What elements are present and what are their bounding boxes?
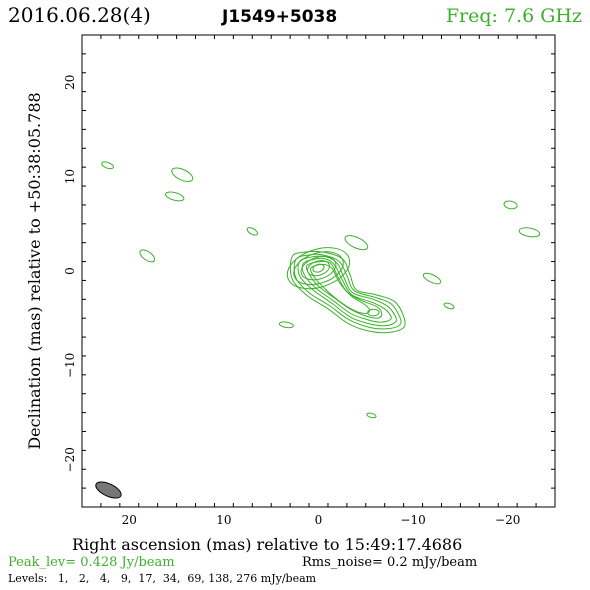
y-axis-label: Declination (mas) relative to +50:38:05.… — [25, 92, 44, 449]
axis-ticks — [81, 34, 556, 508]
x-tick-label: 20 — [122, 513, 137, 527]
x-tick-label: −10 — [400, 513, 425, 527]
x-tick-label: −20 — [495, 513, 520, 527]
noise-contour — [518, 227, 541, 238]
source-name: J1549+5038 — [221, 7, 337, 27]
noise-contour — [171, 167, 194, 182]
noise-contour — [101, 161, 114, 170]
noise-contour — [366, 412, 377, 419]
plot-area: 20 10 0 −10 −20 20 10 0 −10 −20 — [63, 34, 556, 527]
plot-frame — [81, 34, 556, 508]
knot-contour — [367, 308, 380, 317]
x-tick-label: 0 — [315, 513, 323, 527]
noise-contour — [344, 235, 369, 251]
axis-tick-labels: 20 10 0 −10 −20 20 10 0 −10 −20 — [63, 75, 520, 527]
y-tick-label: 10 — [63, 169, 77, 184]
core-contour — [306, 260, 331, 277]
noise-contour — [503, 200, 518, 210]
noise-contour — [246, 227, 258, 236]
jet-contour — [301, 257, 392, 323]
core-contour — [286, 247, 351, 290]
noise-contour — [443, 302, 455, 310]
jet-contour — [289, 250, 406, 334]
y-tick-label: −10 — [63, 353, 77, 378]
observation-date: 2016.06.28(4) — [8, 3, 151, 27]
noise-contour — [422, 272, 442, 285]
beam-ellipse — [95, 481, 122, 499]
y-tick-label: −20 — [63, 447, 77, 472]
peak-level: Peak_lev= 0.428 Jy/beam — [8, 555, 175, 570]
contour-map — [101, 161, 541, 419]
y-tick-label: 20 — [63, 75, 77, 90]
frequency-label: Freq: 7.6 GHz — [446, 5, 582, 27]
x-tick-label: 10 — [216, 513, 231, 527]
noise-contour — [165, 191, 185, 202]
noise-contour — [139, 249, 156, 263]
y-tick-label: 0 — [63, 267, 77, 275]
core-contour — [300, 255, 337, 281]
jet-contour — [293, 253, 402, 330]
core-contour — [293, 251, 344, 286]
noise-contour — [278, 321, 294, 329]
x-axis-label: Right ascension (mas) relative to 15:49:… — [72, 535, 462, 554]
core-contour — [312, 263, 325, 273]
jet-contour — [305, 260, 383, 319]
rms-noise: Rms_noise= 0.2 mJy/beam — [302, 555, 477, 570]
contour-levels: Levels: 1, 2, 4, 9, 17, 34, 69, 138, 276… — [8, 572, 317, 585]
beam-shape — [95, 481, 122, 499]
